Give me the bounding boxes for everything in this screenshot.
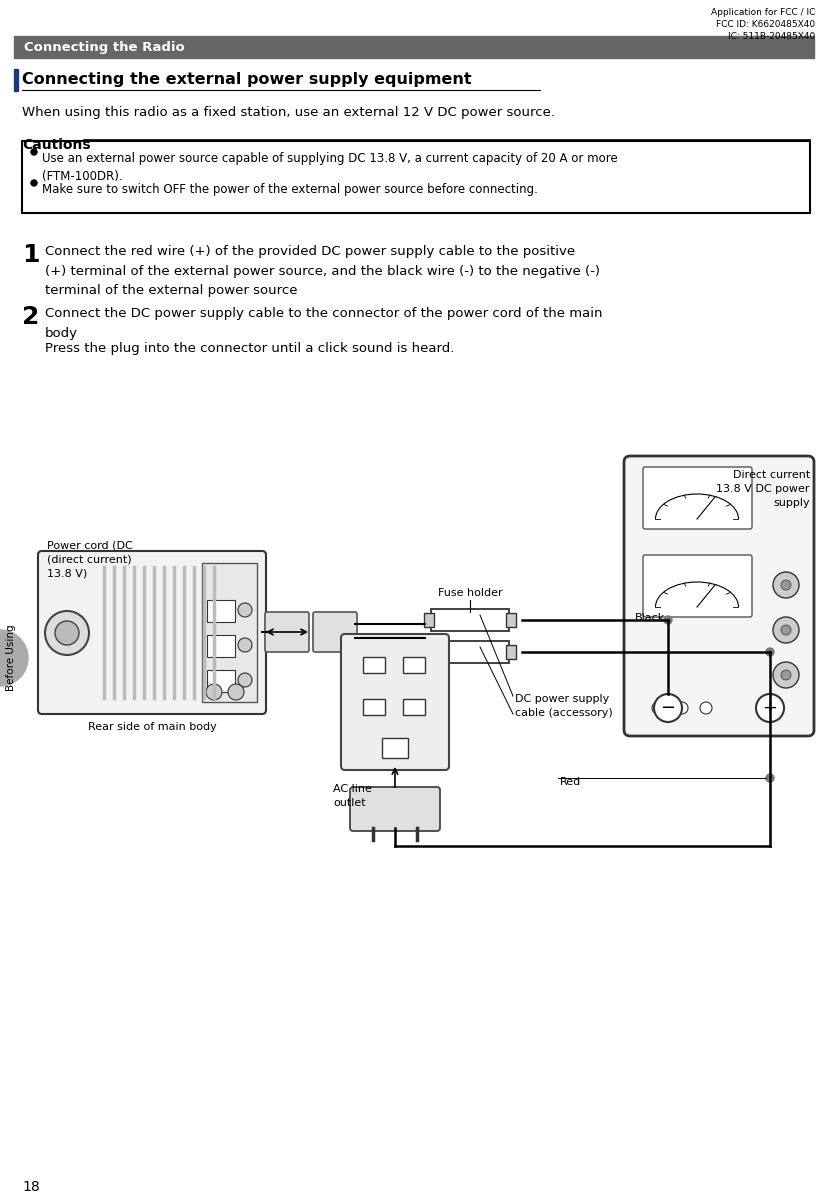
Circle shape — [765, 648, 773, 656]
Circle shape — [653, 694, 681, 722]
Bar — [402, 700, 425, 715]
Circle shape — [238, 638, 252, 651]
Bar — [431, 641, 508, 664]
Bar — [207, 635, 234, 657]
Circle shape — [772, 617, 798, 643]
Circle shape — [651, 702, 663, 714]
Text: Before Using: Before Using — [6, 625, 16, 691]
Text: Black: Black — [634, 613, 664, 623]
Circle shape — [238, 603, 252, 617]
Text: Red: Red — [560, 776, 580, 787]
Text: 2: 2 — [22, 305, 39, 329]
Circle shape — [205, 684, 222, 700]
Text: Make sure to switch OFF the power of the external power source before connecting: Make sure to switch OFF the power of the… — [42, 183, 537, 196]
Bar — [207, 670, 234, 692]
Circle shape — [238, 673, 252, 688]
Text: Connect the red wire (+) of the provided DC power supply cable to the positive
(: Connect the red wire (+) of the provided… — [45, 245, 599, 297]
Text: Fuse holder: Fuse holder — [437, 588, 502, 599]
Bar — [363, 657, 384, 673]
Text: +: + — [762, 700, 777, 718]
Text: Connecting the Radio: Connecting the Radio — [24, 42, 185, 54]
Circle shape — [699, 702, 711, 714]
Text: AC line
outlet: AC line outlet — [333, 784, 372, 808]
Circle shape — [55, 621, 79, 645]
Circle shape — [772, 662, 798, 688]
Text: When using this radio as a fixed station, use an external 12 V DC power source.: When using this radio as a fixed station… — [22, 106, 554, 119]
Text: DC power supply
cable (accessory): DC power supply cable (accessory) — [514, 694, 612, 718]
Text: Connecting the external power supply equipment: Connecting the external power supply equ… — [22, 72, 471, 87]
FancyBboxPatch shape — [643, 555, 751, 617]
Bar — [382, 738, 407, 758]
FancyBboxPatch shape — [38, 551, 266, 714]
Circle shape — [780, 625, 790, 635]
Circle shape — [675, 702, 687, 714]
Text: Application for FCC / IC: Application for FCC / IC — [710, 8, 814, 17]
Text: FCC ID: K6620485X40: FCC ID: K6620485X40 — [715, 20, 814, 29]
Bar — [402, 657, 425, 673]
Circle shape — [31, 180, 37, 186]
Circle shape — [772, 572, 798, 599]
Text: IC: 511B-20485X40: IC: 511B-20485X40 — [727, 32, 814, 41]
Circle shape — [780, 670, 790, 680]
Bar — [423, 613, 434, 627]
Bar — [423, 645, 434, 659]
Circle shape — [45, 611, 89, 655]
Bar — [431, 609, 508, 631]
Circle shape — [765, 774, 773, 783]
Bar — [22, 141, 809, 213]
Bar — [207, 600, 234, 621]
Bar — [14, 36, 813, 58]
Bar — [202, 563, 257, 702]
Text: 18: 18 — [22, 1180, 40, 1194]
Text: Power cord (DC
(direct current)
13.8 V): Power cord (DC (direct current) 13.8 V) — [47, 540, 132, 578]
FancyBboxPatch shape — [265, 612, 309, 651]
Circle shape — [663, 615, 672, 624]
Bar — [505, 645, 515, 659]
FancyBboxPatch shape — [340, 633, 449, 770]
FancyBboxPatch shape — [643, 468, 751, 529]
Text: Cautions: Cautions — [22, 138, 90, 151]
Text: 1: 1 — [22, 243, 40, 267]
Bar — [363, 700, 384, 715]
Circle shape — [755, 694, 783, 722]
Circle shape — [31, 149, 37, 155]
Circle shape — [228, 684, 243, 700]
Text: −: − — [660, 700, 675, 718]
Bar — [14, 69, 18, 91]
FancyBboxPatch shape — [349, 787, 440, 831]
FancyBboxPatch shape — [313, 612, 357, 651]
Text: Direct current
13.8 V DC power
supply: Direct current 13.8 V DC power supply — [715, 470, 809, 508]
Wedge shape — [0, 630, 28, 686]
Text: Use an external power source capable of supplying DC 13.8 V, a current capacity : Use an external power source capable of … — [42, 151, 617, 183]
Bar — [505, 613, 515, 627]
Text: Connect the DC power supply cable to the connector of the power cord of the main: Connect the DC power supply cable to the… — [45, 307, 602, 339]
Circle shape — [780, 581, 790, 590]
Text: Rear side of main body: Rear side of main body — [88, 722, 216, 732]
FancyBboxPatch shape — [623, 456, 813, 736]
Text: Press the plug into the connector until a click sound is heard.: Press the plug into the connector until … — [45, 343, 454, 355]
